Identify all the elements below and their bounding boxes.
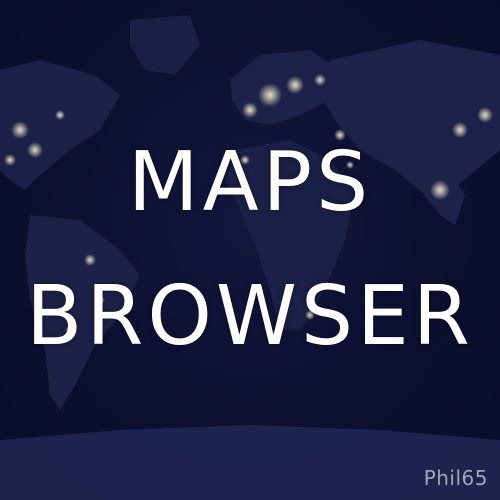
title-line-maps: MAPS [0,142,500,224]
author-credit: Phil65 [424,466,488,490]
title-line-browser: BROWSER [0,276,500,358]
